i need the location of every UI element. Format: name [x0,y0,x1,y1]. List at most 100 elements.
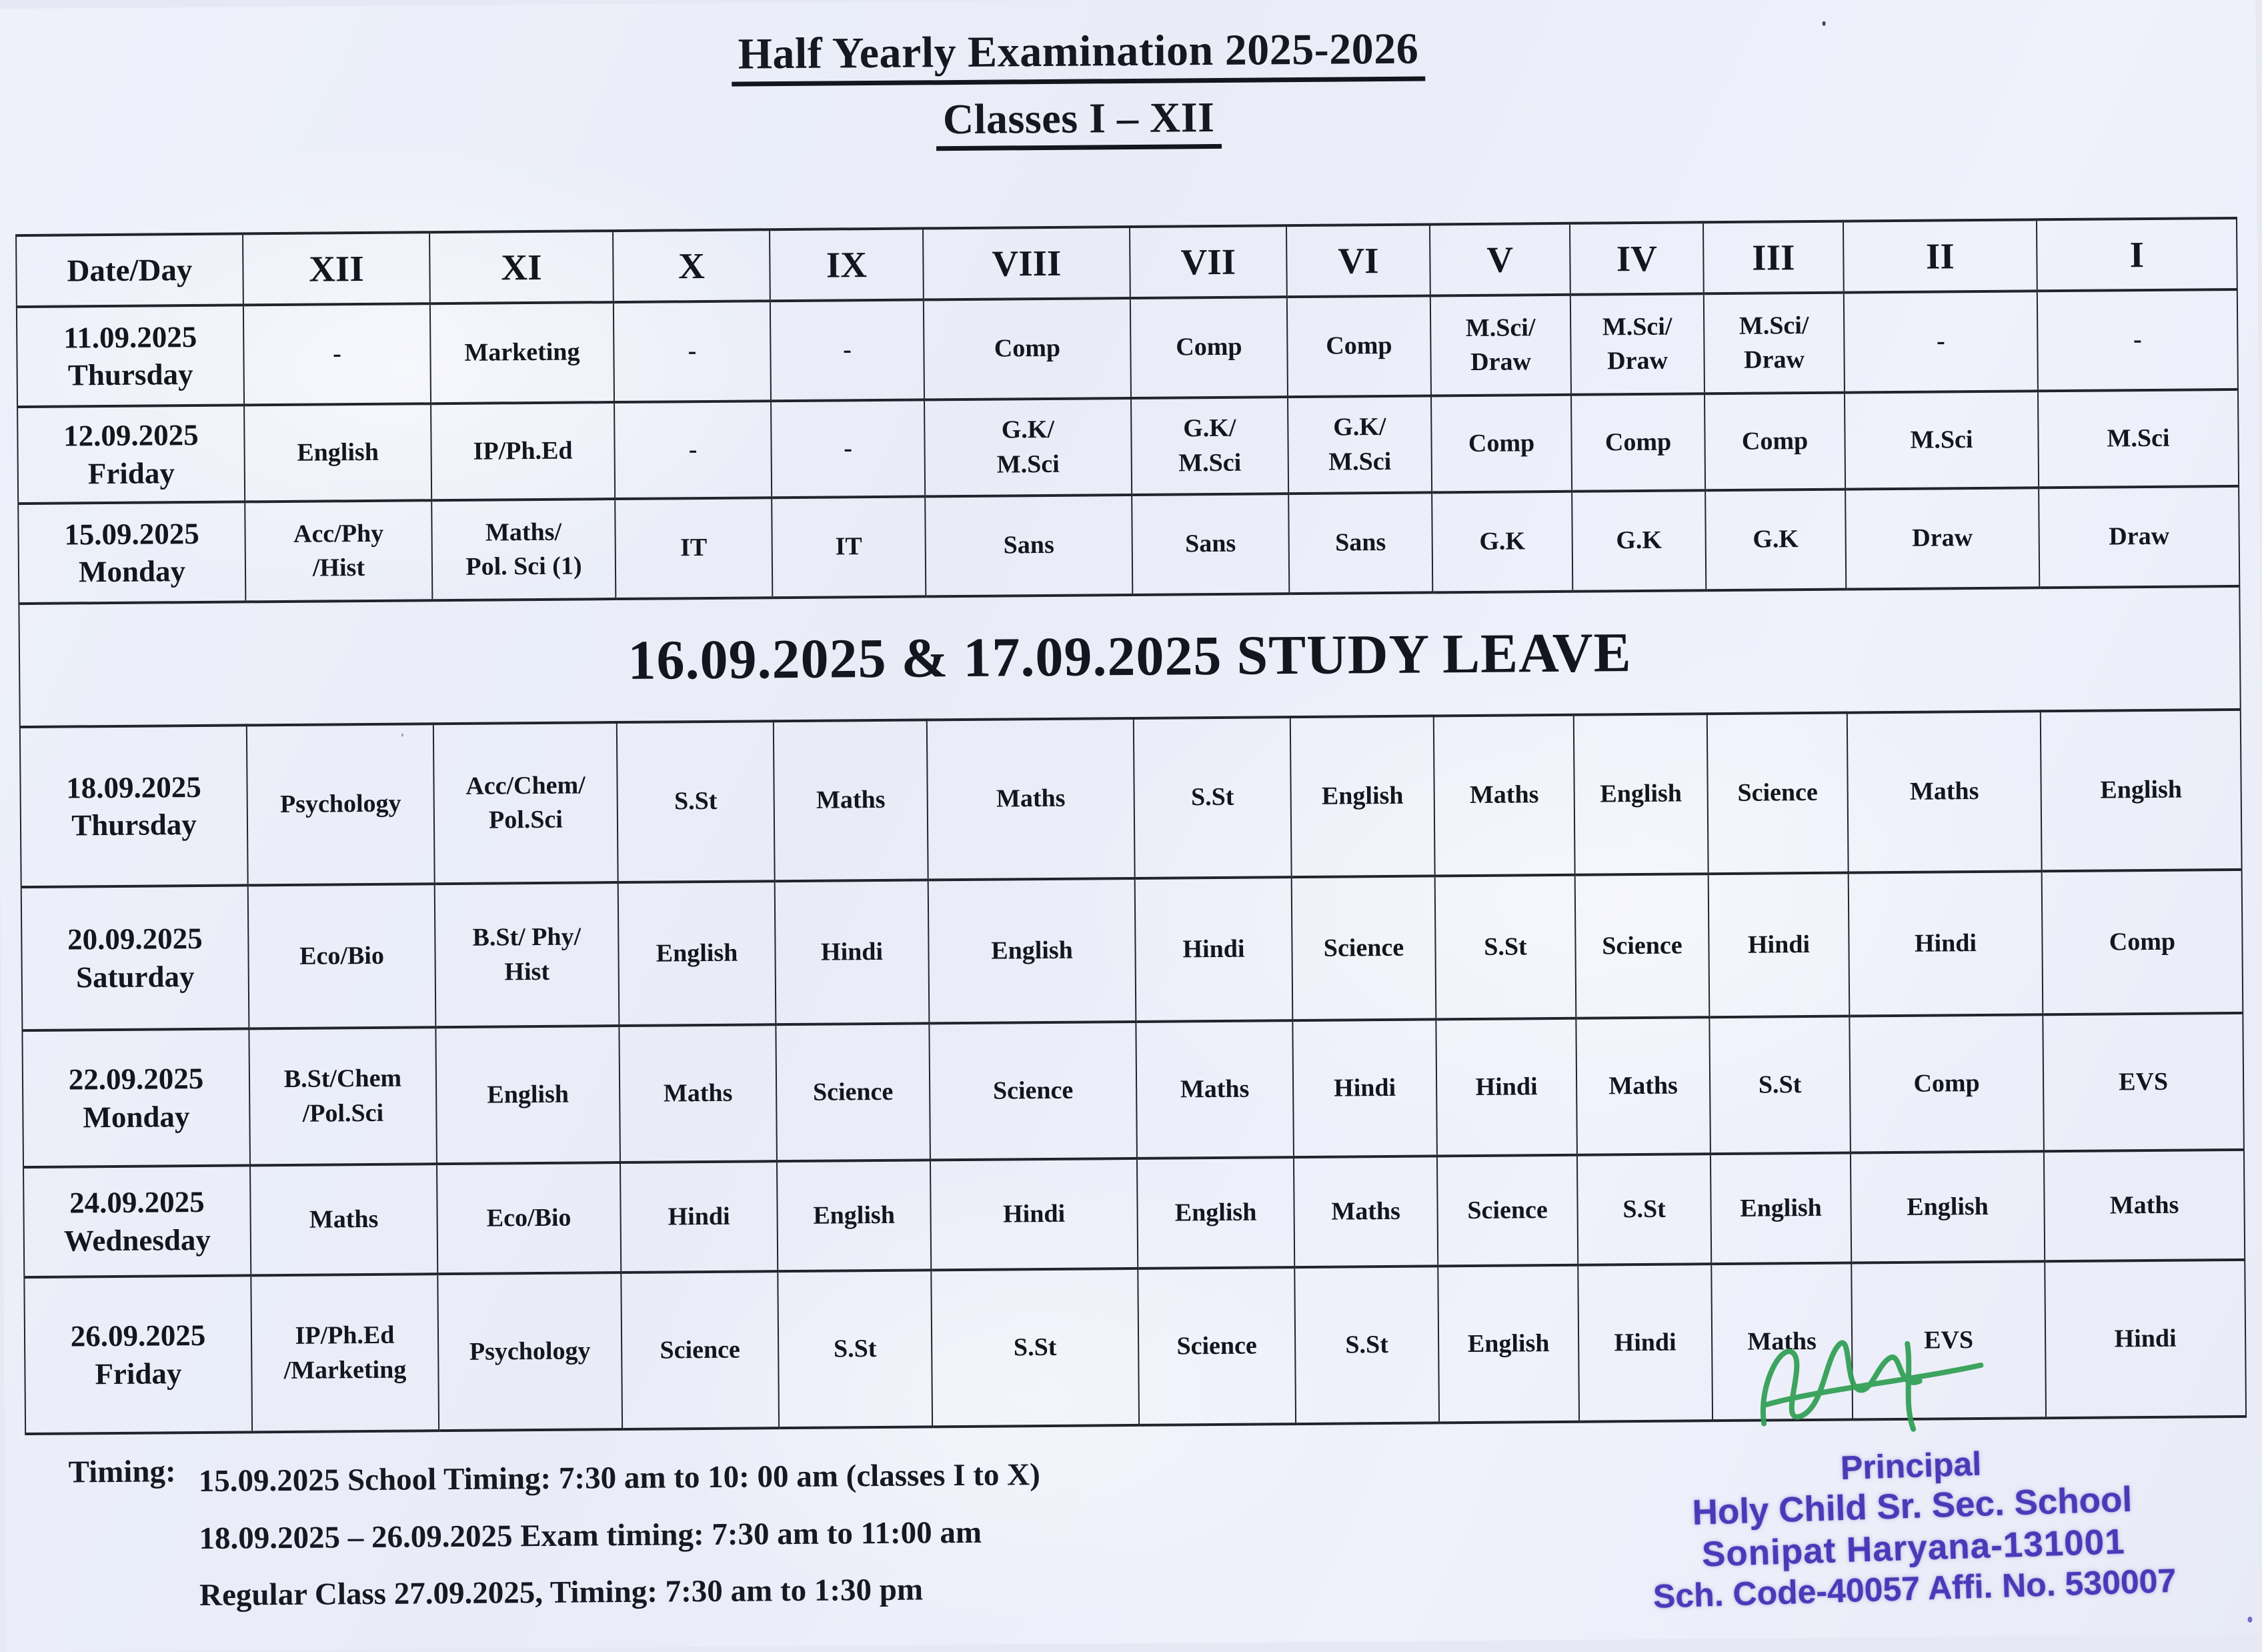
subject-cell: Eco/Bio [247,884,436,1029]
subject-cell: Sans [925,494,1133,597]
subject-cell: English [1850,1151,2045,1263]
class-header: X [613,229,770,303]
subject-cell: Maths [926,718,1135,880]
timing-lines: 15.09.2025 School Timing: 7:30 am to 10:… [198,1447,1041,1624]
subject-cell: Psychology [246,724,435,886]
title-block: Half Yearly Examination 2025-2026 Classe… [0,19,2163,158]
subject-cell: Science [1436,1154,1578,1267]
date-cell: 24.09.2025 Wednesday [23,1165,251,1278]
timetable-body: 11.09.2025 Thursday - Marketing - - Comp Comp Co… [16,289,2247,1435]
class-header: VIII [923,226,1130,300]
subject-cell: English [435,1026,620,1164]
subject-cell: - [613,301,772,403]
class-header: V [1429,223,1570,296]
subject-cell: Maths [1847,711,2042,873]
subject-cell: M.Sci [2037,389,2239,488]
subject-cell: G.K [1432,491,1573,593]
subject-cell: English [1290,716,1435,878]
subject-cell: M.Sci/ Draw [1703,292,1845,394]
subject-cell: Draw [1845,488,2040,590]
class-header: XI [429,231,614,304]
exam-row: 15.09.2025 Monday Acc/Phy /Hist Maths/ Pol.… [18,486,2240,604]
subject-cell: Hindi [1578,1264,1713,1422]
subject-cell: English [1710,1152,1852,1265]
exam-row: 18.09.2025 Thursday Psychology Acc/Chem/ Po… [19,709,2242,888]
subject-cell: B.St/ Phy/ Hist [434,882,620,1028]
subject-cell: Comp [1570,393,1706,492]
class-header: XII [243,232,430,305]
subject-cell: - [614,401,772,500]
subject-cell: Comp [923,297,1132,400]
subject-cell: IP/Ph.Ed /Marketing [251,1274,439,1433]
subject-cell: Comp [1704,392,1846,491]
subject-cell: - [2037,289,2238,391]
subject-cell: Hindi [1708,872,1850,1018]
subject-cell: G.K [1705,489,1847,591]
date-cell: 12.09.2025 Friday [17,405,245,504]
subject-cell: IT [772,496,926,598]
subject-cell: M.Sci [1844,391,2039,490]
date-day-header: Date/Day [16,233,243,307]
subject-cell: Comp [2041,869,2243,1015]
subject-cell: Sans [1132,494,1290,595]
subject-cell: English [928,878,1136,1024]
subject-cell: Hindi [774,880,930,1025]
subject-cell: G.K/ M.Sci [1131,397,1289,495]
class-header: I [2036,217,2237,291]
subject-cell: S.St [778,1270,933,1429]
exam-timetable: Date/Day XII XI X IX VIII VII VI V IV III II I 11.09… [15,217,2247,1435]
date-cell: 22.09.2025 Monday [22,1028,251,1168]
school-stamp: Principal Holy Child Sr. Sec. School Son… [1644,1439,2182,1617]
subject-cell: Science [621,1271,780,1430]
subject-cell: Maths [1576,1017,1711,1155]
subject-cell: Science [776,1023,930,1162]
date-cell: 20.09.2025 Saturday [21,885,249,1031]
subject-cell: Hindi [930,1158,1138,1271]
subject-cell: English [1136,1157,1295,1269]
subject-cell: Science [1291,876,1436,1021]
subject-cell: IP/Ph.Ed [431,402,616,501]
subject-cell: IT [615,498,773,600]
subject-cell: EVS [2043,1012,2244,1152]
subject-cell: G.K [1572,490,1707,592]
subject-cell: Hindi [620,1161,778,1273]
subject-cell: - [770,299,925,401]
subject-cell: Maths [2043,1149,2245,1262]
subject-cell: Hindi [2045,1259,2247,1419]
class-header: IX [770,228,924,301]
subject-cell: English [618,881,776,1026]
subject-cell: Marketing [429,302,615,404]
subject-cell: S.St [1576,1154,1712,1265]
study-leave-row: 16.09.2025 & 17.09.2025 STUDY LEAVE [19,586,2241,728]
study-leave-banner: 16.09.2025 & 17.09.2025 STUDY LEAVE [19,586,2241,728]
subject-cell: - [1843,291,2038,393]
subject-cell: M.Sci/ Draw [1570,293,1705,395]
subject-cell: Sans [1288,492,1433,594]
date-cell: 11.09.2025 Thursday [16,305,245,407]
subject-cell: B.St/Chem /Pol.Sci [249,1027,437,1166]
timing-notes: Timing: 15.09.2025 School Timing: 7:30 a… [68,1447,1041,1625]
subject-cell: S.St [1294,1266,1440,1425]
date-cell: 26.09.2025 Friday [24,1275,253,1435]
subject-cell: English [244,403,432,502]
subject-cell: S.St [1709,1016,1851,1154]
principal-signature [1760,1340,1984,1432]
subject-cell: M.Sci/ Draw [1430,294,1571,396]
timing-line: 15.09.2025 School Timing: 7:30 am to 10:… [198,1457,1040,1499]
class-header: VI [1286,224,1430,297]
subject-cell: Comp [1130,297,1288,398]
page-subtitle: Classes I – XII [936,93,1222,151]
subject-cell: S.St [1434,874,1576,1020]
timing-label: Timing: [68,1454,176,1490]
subject-cell: Maths [1433,714,1575,876]
subject-cell: English [2040,709,2242,872]
subject-cell: Maths [619,1024,777,1163]
page-title: Half Yearly Examination 2025-2026 [731,24,1426,87]
subject-cell: Acc/Phy /Hist [245,500,433,602]
exam-row: 20.09.2025 Saturday Eco/Bio B.St/ Phy/ Hist… [21,869,2243,1031]
subject-cell: Maths [250,1164,438,1276]
subject-cell: Hindi [1436,1018,1577,1156]
exam-row: 22.09.2025 Monday B.St/Chem /Pol.Sci Englis… [22,1012,2244,1168]
subject-cell: Eco/Bio [436,1162,622,1275]
